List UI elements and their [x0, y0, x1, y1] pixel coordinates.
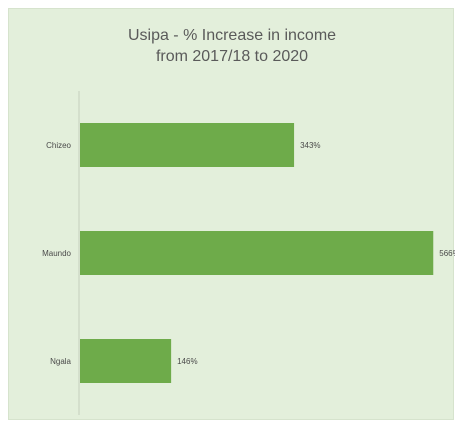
chart-title: Usipa - % Increase in income from 2017/1… [9, 25, 455, 67]
category-label-maundo: Maundo [42, 249, 71, 258]
data-label-ngala: 146% [177, 357, 197, 366]
chart-title-line-1: Usipa - % Increase in income [127, 27, 337, 44]
bar-ngala [80, 339, 172, 383]
category-label-chizeo: Chizeo [46, 141, 71, 150]
chart-title-line-2: from 2017/18 to 2020 [155, 48, 309, 65]
bar-chart: Chizeo 343% Maundo 566% Ngala 146% [42, 91, 455, 415]
chart-frame: Usipa - % Increase in income from 2017/1… [8, 8, 455, 420]
bar-maundo [80, 231, 434, 275]
category-label-ngala: Ngala [50, 357, 71, 366]
bar-chizeo [80, 123, 295, 167]
data-label-maundo: 566% [439, 249, 455, 258]
data-label-chizeo: 343% [300, 141, 320, 150]
